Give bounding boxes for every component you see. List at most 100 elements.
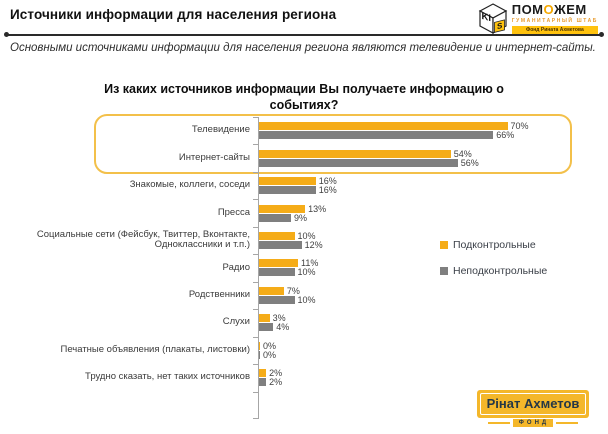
axis-tick — [253, 336, 258, 338]
bar-value-label: 11% — [301, 258, 319, 269]
bar-неподконтрольные — [259, 240, 302, 249]
category-label: Родственники — [188, 289, 250, 301]
page-title: Источники информации для населения регио… — [10, 7, 337, 22]
bar-подконтрольные — [259, 259, 299, 268]
summary-text: Основными источниками информации для нас… — [10, 42, 596, 54]
header-divider — [4, 32, 604, 38]
legend-swatch-icon — [440, 241, 448, 249]
bar-value-label: 12% — [304, 239, 323, 250]
axis-tick — [253, 199, 258, 201]
brand-name: ПОМОЖЕМ — [511, 2, 587, 17]
bar-подконтрольные — [259, 314, 270, 323]
chart-row: Социальные сети (Фейсбук, Твиттер, Вконт… — [0, 227, 608, 254]
legend-item: Неподконтрольные — [440, 265, 547, 277]
category-label: Телевидение — [191, 124, 250, 136]
top-sources-highlight-box — [94, 114, 572, 174]
fund-rule-left — [487, 422, 510, 424]
axis-tick — [253, 171, 258, 173]
bar-подконтрольные — [259, 149, 451, 158]
fund-logo-sub-text: ФОНД — [512, 419, 554, 427]
chart-title: Из каких источников информации Вы получа… — [104, 82, 504, 112]
fund-logo-name: Рінат Ахметов — [480, 393, 586, 415]
axis-tick — [253, 391, 258, 393]
bar-неподконтрольные — [259, 350, 260, 359]
axis-tick — [253, 144, 258, 146]
divider-line — [6, 34, 602, 36]
bar-value-label: 4% — [276, 322, 290, 333]
bar-неподконтрольные — [259, 131, 494, 140]
bar-подконтрольные — [259, 122, 508, 131]
bar-value-label: 10% — [297, 230, 316, 241]
bar-неподконтрольные — [259, 295, 295, 304]
category-label: Пресса — [217, 206, 250, 218]
bar-подконтрольные — [259, 204, 306, 213]
bar-подконтрольные — [259, 177, 316, 186]
bar-неподконтрольные — [259, 186, 316, 195]
axis-tick — [253, 309, 258, 311]
bar-chart: Телевидение 70% 66% Интернет-сайты 54% 56% Зна… — [0, 114, 608, 419]
chart-row: Радио 11% 10% — [0, 254, 608, 281]
bar-подконтрольные — [259, 286, 284, 295]
chart-row: Пресса 13% 9% — [0, 199, 608, 226]
bar-value-label: 16% — [318, 176, 337, 187]
bar-value-label: 13% — [308, 203, 327, 214]
bar-value-label: 7% — [286, 285, 300, 296]
category-label: Радио — [222, 261, 250, 273]
bar-подконтрольные — [259, 341, 260, 350]
bar-неподконтрольные — [259, 323, 274, 332]
category-label: Слухи — [222, 316, 250, 328]
bar-value-label: 9% — [293, 212, 307, 223]
brand-subtitle: ГУМАНИТАРНЫЙ ШТАБ — [511, 18, 598, 24]
chart-legend: Подконтрольные Неподконтрольные — [440, 239, 547, 291]
chart-row: Телевидение 70% 66% — [0, 117, 608, 144]
bar-value-label: 2% — [269, 377, 283, 388]
divider-dot-right — [599, 32, 604, 38]
cube-logo-icon: KI S — [478, 3, 507, 35]
humanitarian-staff-logo: KI S ПОМОЖЕМ ГУМАНИТАРНЫЙ ШТАБ Фонд Рина… — [478, 3, 598, 35]
legend-label: Неподконтрольные — [453, 265, 548, 277]
bar-неподконтрольные — [259, 213, 291, 222]
fund-logo-box: Рінат Ахметов — [477, 390, 589, 418]
bar-value-label: 56% — [460, 157, 479, 168]
chart-row: Слухи 3% 4% — [0, 309, 608, 336]
chart-row: Печатные объявления (плакаты, листовки) 0… — [0, 337, 608, 364]
bar-value-label: 10% — [297, 294, 316, 305]
chart-row: Трудно сказать, нет таких источников 2% 2% — [0, 364, 608, 391]
legend-item: Подконтрольные — [440, 239, 547, 251]
axis-tick — [253, 226, 258, 228]
legend-swatch-icon — [440, 267, 448, 275]
bar-подконтрольные — [259, 231, 295, 240]
bar-value-label: 70% — [510, 121, 529, 132]
bar-неподконтрольные — [259, 268, 295, 277]
rinat-akhmetov-foundation-logo: Рінат Ахметов ФОНД — [477, 390, 589, 427]
category-label: Социальные сети (Фейсбук, Твиттер, Вконт… — [36, 228, 250, 251]
axis-tick — [253, 254, 258, 256]
category-label: Печатные объявления (плакаты, листовки) — [60, 343, 251, 355]
category-label: Знакомые, коллеги, соседи — [129, 179, 250, 191]
fund-rule-right — [556, 422, 579, 424]
bar-value-label: 10% — [297, 267, 316, 278]
svg-text:KI: KI — [481, 11, 491, 24]
chart-row: Родственники 7% 10% — [0, 282, 608, 309]
bar-value-label: 0% — [263, 340, 277, 351]
bar-неподконтрольные — [259, 378, 267, 387]
chart-row: Знакомые, коллеги, соседи 16% 16% — [0, 172, 608, 199]
fund-logo-sub: ФОНД — [487, 419, 579, 427]
category-label: Интернет-сайты — [178, 151, 250, 163]
bar-value-label: 66% — [496, 130, 515, 141]
category-label: Трудно сказать, нет таких источников — [85, 371, 250, 383]
brand-o-accent: О — [543, 2, 554, 17]
axis-tick — [253, 418, 258, 419]
bar-неподконтрольные — [259, 158, 458, 167]
bar-value-label: 16% — [318, 185, 337, 196]
bar-value-label: 54% — [453, 148, 472, 159]
chart-row: Интернет-сайты 54% 56% — [0, 144, 608, 171]
bar-value-label: 0% — [263, 349, 277, 360]
bar-value-label: 2% — [269, 368, 283, 379]
bar-value-label: 3% — [272, 313, 286, 324]
svg-text:S: S — [497, 21, 503, 31]
brand-strip: Фонд Рината Ахметова — [511, 26, 598, 34]
category-axis — [258, 117, 259, 419]
axis-tick — [253, 117, 258, 118]
